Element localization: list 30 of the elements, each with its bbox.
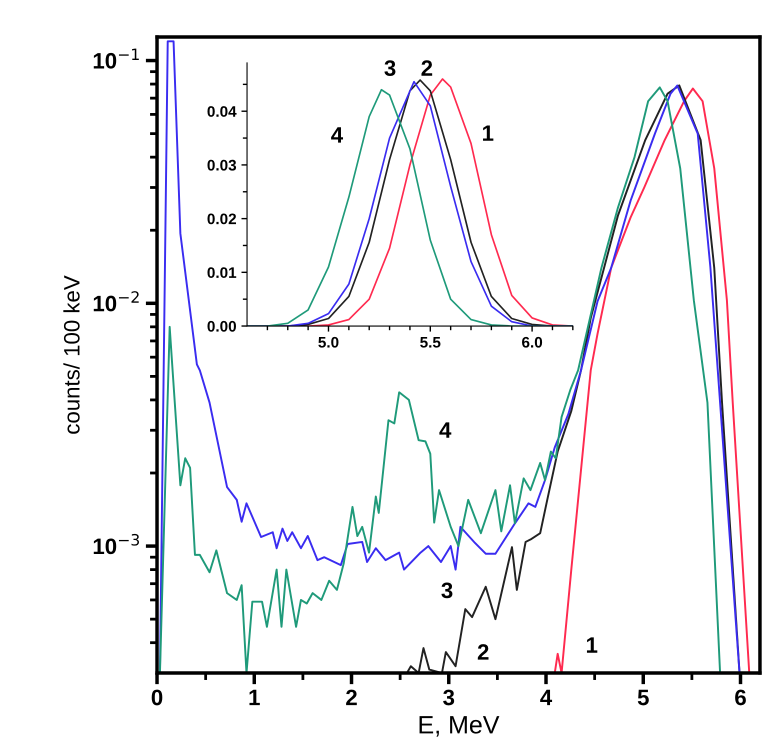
annotation: 1 <box>586 637 598 653</box>
x-tick-label: 4 <box>540 690 552 706</box>
x-tick-label: 1 <box>249 690 260 706</box>
y-axis-title: counts/ 100 keV <box>63 275 80 434</box>
y-tick-label: 10$^{−2}$ <box>94 291 139 312</box>
y-tick-label: 0.02 <box>207 213 236 224</box>
y-tick-label: 0.01 <box>207 267 236 278</box>
x-tick-label: 3 <box>443 690 454 706</box>
line-series <box>406 84 741 674</box>
x-tick-label: 5.0 <box>318 336 338 348</box>
x-axis-title: E, MeV <box>420 716 500 737</box>
x-tick-label: 5 <box>638 690 649 706</box>
x-tick-label: 6.0 <box>522 336 542 348</box>
annotation: 4 <box>439 422 452 438</box>
annotation: 1 <box>483 125 494 141</box>
annotation: 2 <box>478 644 488 660</box>
line-series <box>554 88 750 674</box>
annotation: 3 <box>441 582 452 598</box>
annotation: 2 <box>421 60 432 76</box>
y-tick-label: 0.03 <box>207 160 236 171</box>
x-tick-label: 0 <box>152 690 162 706</box>
x-tick-label: 5.5 <box>420 337 440 348</box>
annotation: 4 <box>331 127 344 143</box>
x-tick-label: 6 <box>735 690 746 706</box>
annotation: 3 <box>384 60 396 76</box>
y-tick-label: 0.04 <box>207 106 237 117</box>
y-tick-label: 10$^{−3}$ <box>94 534 139 554</box>
y-tick-label: 10$^{−1}$ <box>94 48 139 69</box>
y-tick-label: 0.00 <box>207 320 236 332</box>
x-tick-label: 2 <box>346 690 357 706</box>
